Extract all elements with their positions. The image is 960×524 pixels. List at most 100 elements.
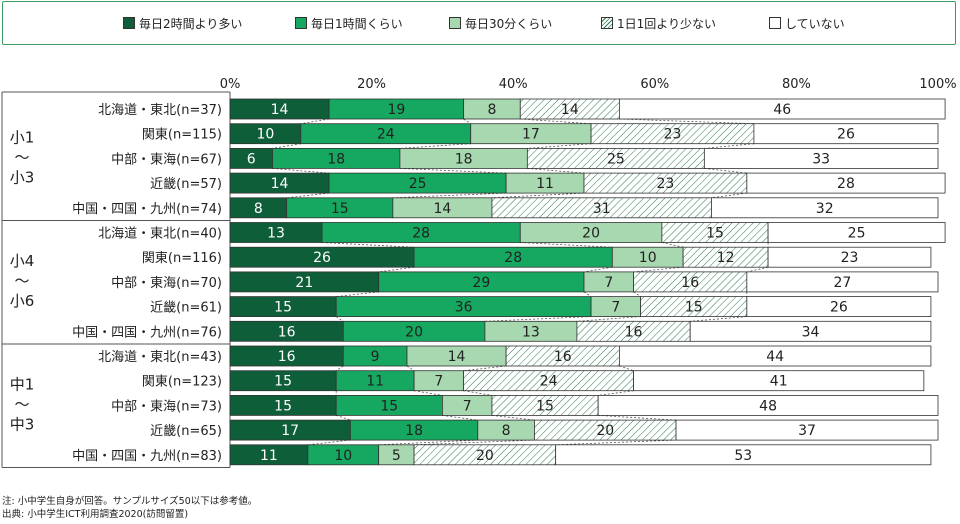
category-label: 中部・東海(n=70) (111, 275, 222, 291)
connector-line (414, 439, 535, 446)
bar-segment-not-doing (767, 222, 946, 243)
legend-swatch-over-2-hours (123, 17, 135, 29)
data-label: 8 (254, 201, 263, 217)
data-label: 19 (387, 102, 405, 118)
category-label: 近畿(n=61) (150, 301, 222, 316)
legend-item: 毎日1時間くらい (295, 16, 403, 31)
connector-line (392, 192, 507, 199)
group-label: 〜 (14, 272, 29, 290)
bar-segment-not-doing (746, 172, 946, 194)
connector-line (583, 291, 592, 297)
group-label: 小1 (10, 128, 35, 146)
bar-segment-not-doing (753, 123, 939, 145)
data-label: 33 (812, 151, 830, 167)
data-label: 48 (759, 398, 777, 414)
data-label: 26 (313, 250, 331, 266)
data-label: 7 (604, 275, 613, 291)
category-label: 近畿(n=65) (150, 424, 222, 439)
category-label: 関東(n=116) (142, 250, 222, 266)
data-label: 24 (540, 374, 558, 390)
connector-line (555, 439, 677, 446)
chart-legend: 毎日2時間より多い 毎日1時間くらい 毎日30分くらい 1日1回より少ない して… (2, 1, 956, 45)
data-label: 29 (472, 275, 490, 291)
chart-notes: 注: 小中学生自身が回答。サンプルサイズ50以下は参考値。 出典: 小中学生IC… (2, 495, 257, 521)
data-label: 14 (561, 102, 579, 118)
bar-segment-not-doing (619, 345, 932, 367)
group-label: 小4 (10, 252, 35, 270)
connector-line (378, 266, 415, 273)
data-label: 27 (834, 275, 852, 291)
x-tick-label: 0% (220, 77, 241, 92)
connector-line (633, 291, 641, 297)
legend-label: していない (785, 16, 845, 31)
connector-line (746, 266, 769, 273)
category-label: 中国・四国・九州(n=74) (72, 202, 222, 217)
legend-item: 毎日2時間より多い (123, 16, 242, 31)
data-label: 24 (377, 127, 395, 143)
data-label: 15 (685, 300, 703, 316)
bar-segment-not-doing (703, 147, 939, 169)
data-label: 26 (837, 127, 855, 143)
data-label: 32 (816, 201, 834, 217)
legend-item: 1日1回より少ない (601, 16, 716, 31)
data-label: 15 (331, 201, 349, 217)
data-label: 14 (433, 201, 451, 217)
data-label: 23 (664, 127, 682, 143)
x-tick-label: 40% (499, 77, 528, 92)
data-label: 14 (271, 176, 289, 192)
bar-segment-not-doing (746, 271, 939, 293)
legend-swatch-30-minutes (449, 17, 461, 29)
connector-line (322, 242, 415, 248)
data-label: 41 (770, 374, 788, 390)
category-label: 北海道・東北(n=40) (98, 226, 222, 242)
legend-item: していない (769, 16, 845, 31)
connector-line (598, 415, 677, 421)
data-label: 10 (256, 127, 274, 143)
data-label: 8 (487, 102, 496, 118)
group-label: 〜 (14, 148, 29, 166)
stacked-bar-chart: 0% 20% 40% 60% 80% 100%小1〜小3小4〜小6中1〜中3北海道・東北(… (1, 77, 957, 468)
connector-line (520, 118, 592, 125)
connector-line (272, 143, 301, 149)
data-label: 25 (409, 176, 427, 192)
data-label: 46 (773, 102, 791, 118)
category-label: 北海道・東北(n=43) (98, 349, 222, 365)
bar-segment-not-doing (633, 370, 925, 392)
data-label: 7 (611, 300, 620, 316)
bar-segment-not-doing (597, 394, 939, 416)
category-label: 関東(n=123) (142, 374, 222, 390)
legend-label: 毎日30分くらい (465, 16, 553, 31)
connector-line (491, 415, 535, 421)
data-label: 16 (625, 324, 643, 340)
connector-line (583, 266, 613, 273)
data-label: 20 (476, 448, 494, 464)
data-label: 31 (593, 201, 611, 217)
data-label: 16 (554, 349, 572, 365)
connector-line (336, 415, 351, 421)
data-label: 16 (278, 324, 296, 340)
x-tick-label: 100% (919, 77, 956, 92)
connector-line (619, 118, 754, 125)
connector-line (484, 316, 592, 322)
connector-line (520, 242, 613, 248)
legend-swatch-not-doing (769, 17, 781, 29)
data-label: 18 (327, 151, 345, 167)
bar-segment-not-doing (746, 296, 932, 318)
data-label: 21 (295, 275, 313, 291)
connector-line (633, 266, 684, 273)
data-label: 23 (841, 250, 859, 266)
connector-line (576, 316, 641, 322)
bar-segment-not-doing (619, 98, 946, 120)
connector-line (335, 365, 344, 372)
connector-line (491, 192, 585, 199)
connector-line (406, 365, 415, 372)
data-label: 15 (274, 398, 292, 414)
bar-segment-not-doing (711, 197, 939, 219)
data-label: 34 (802, 324, 820, 340)
connector-line (704, 143, 754, 149)
connector-line (711, 192, 747, 199)
data-label: 28 (837, 176, 855, 192)
data-label: 23 (657, 176, 675, 192)
category-label: 中部・東海(n=73) (111, 398, 222, 414)
connector-line (704, 168, 747, 174)
